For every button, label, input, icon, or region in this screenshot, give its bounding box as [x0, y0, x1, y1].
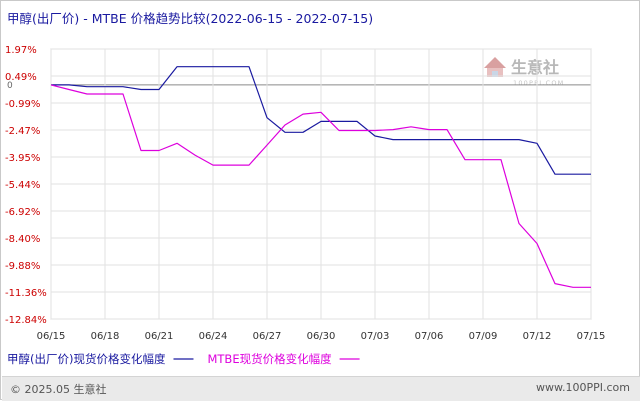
y-tick-label: -3.95% [5, 153, 40, 164]
legend-label-2: MTBE现货价格变化幅度 [207, 352, 332, 366]
y-tick-label: -9.88% [5, 261, 40, 272]
series-line-1 [51, 66, 591, 175]
x-tick-label: 06/18 [91, 331, 120, 342]
series-line-2 [50, 84, 591, 288]
y-tick-label: 0.49% [5, 72, 37, 83]
x-tick-label: 06/27 [253, 331, 282, 342]
footer-bar: © 2025.05 生意社 www.100PPI.com [2, 376, 640, 401]
y-tick-label: -11.36% [5, 288, 47, 299]
x-tick-label: 07/15 [577, 331, 606, 342]
house-icon [484, 57, 506, 77]
y-tick-label: -6.92% [5, 207, 40, 218]
y-tick-label: -8.40% [5, 234, 40, 245]
grid-lines [50, 48, 592, 320]
zero-label: 0 [7, 81, 13, 91]
x-tick-label: 07/03 [361, 331, 390, 342]
legend-label-1: 甲醇(出厂价)现货价格变化幅度 [7, 352, 166, 366]
legend: 甲醇(出厂价)现货价格变化幅度 MTBE现货价格变化幅度 [7, 352, 360, 366]
copyright-text: © 2025.05 生意社 [10, 383, 107, 396]
watermark-name: 生意社 [511, 58, 559, 77]
y-tick-label: -5.44% [5, 180, 40, 191]
watermark-logo: 生意社 100PPI.COM [484, 57, 565, 87]
y-tick-label: -0.99% [5, 99, 40, 110]
x-tick-label: 07/12 [523, 331, 552, 342]
x-axis-ticks: 06/15 06/18 06/21 06/24 06/27 06/30 07/03 07/06… [37, 331, 606, 342]
y-tick-label: -2.47% [5, 126, 40, 137]
y-tick-label: -12.84% [5, 315, 47, 326]
x-tick-label: 07/09 [469, 331, 498, 342]
site-link[interactable]: www.100PPI.com [536, 381, 630, 394]
x-tick-label: 06/30 [307, 331, 336, 342]
y-axis-ticks: 1.97% 0.49% -0.99% -2.47% -3.95% -5.44% -6.92%… [5, 45, 47, 326]
watermark-url: 100PPI.COM [513, 79, 565, 87]
x-tick-label: 07/06 [415, 331, 444, 342]
y-tick-label: 1.97% [5, 45, 37, 56]
x-tick-label: 06/15 [37, 331, 66, 342]
x-tick-label: 06/24 [199, 331, 228, 342]
series-lines [50, 66, 591, 288]
x-tick-label: 06/21 [145, 331, 174, 342]
chart-title: 甲醇(出厂价) - MTBE 价格趋势比较(2022-06-15 - 2022-… [7, 11, 373, 26]
